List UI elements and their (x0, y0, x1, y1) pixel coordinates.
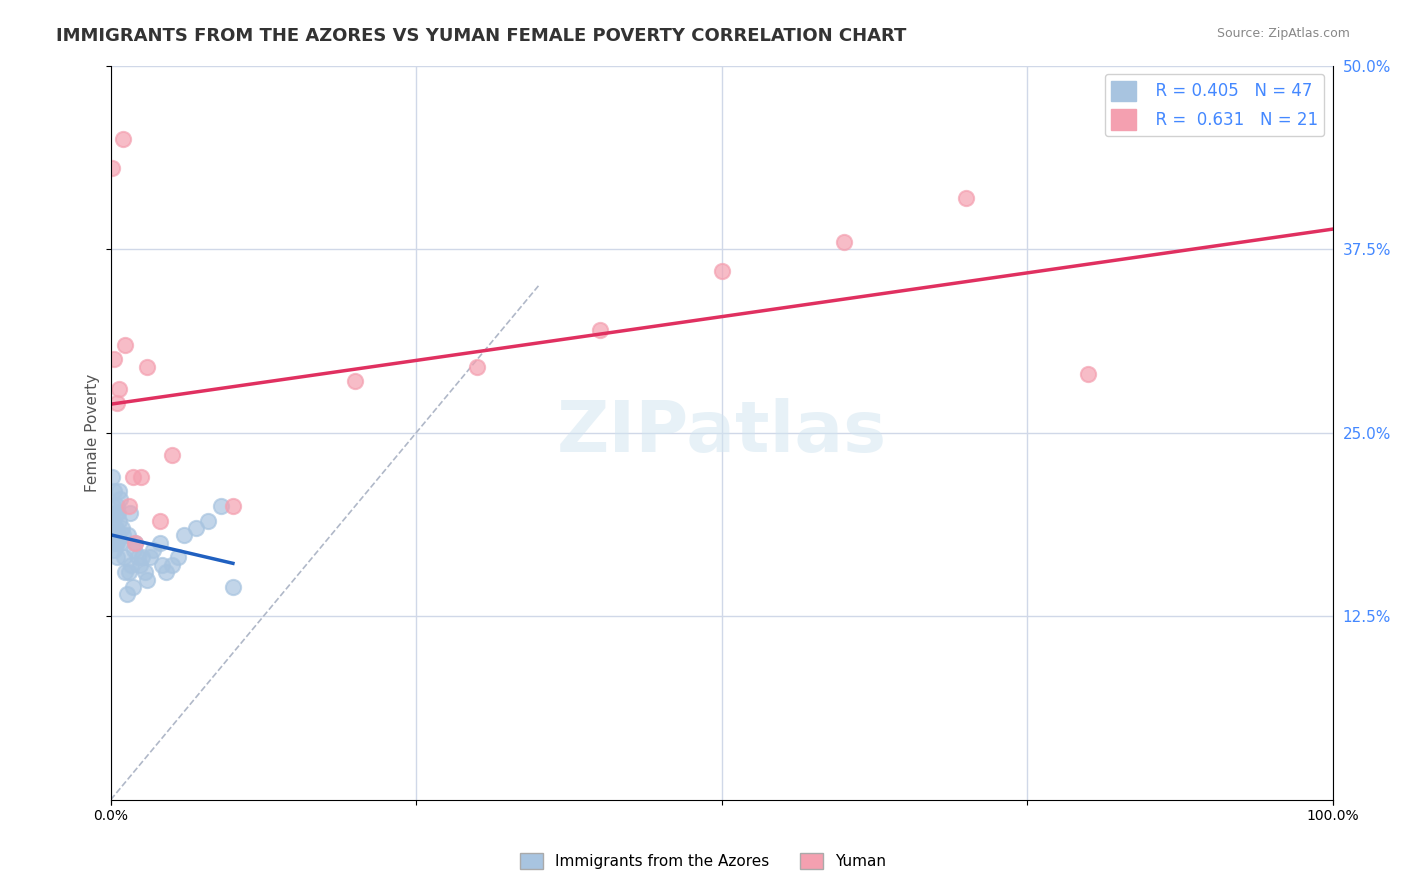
Point (173, 528, 195, 542)
Point (129, 469, 152, 483)
Point (222, 499, 245, 513)
Point (118, 565, 141, 579)
Point (110, 536, 132, 550)
Point (108, 484, 131, 499)
Point (142, 543, 165, 558)
Text: Source: ZipAtlas.com: Source: ZipAtlas.com (1216, 27, 1350, 40)
Point (105, 396, 128, 410)
Point (127, 550, 149, 565)
Legend:   R = 0.405   N = 47,   R =  0.631   N = 21: R = 0.405 N = 47, R = 0.631 N = 21 (1105, 74, 1324, 136)
Point (105, 499, 128, 513)
Point (955, 191, 977, 205)
Point (134, 565, 156, 579)
Point (108, 382, 131, 396)
Point (103, 528, 125, 542)
Text: IMMIGRANTS FROM THE AZORES VS YUMAN FEMALE POVERTY CORRELATION CHART: IMMIGRANTS FROM THE AZORES VS YUMAN FEMA… (56, 27, 907, 45)
Point (465, 359, 488, 374)
Point (111, 521, 134, 535)
Point (588, 323, 610, 337)
Point (121, 469, 143, 483)
Point (124, 536, 146, 550)
Point (114, 337, 136, 351)
Point (104, 521, 127, 535)
Point (111, 132, 134, 146)
Point (101, 469, 124, 483)
Point (124, 536, 146, 550)
Legend: Immigrants from the Azores, Yuman: Immigrants from the Azores, Yuman (513, 847, 893, 875)
Point (118, 499, 141, 513)
Point (149, 514, 172, 528)
Point (139, 550, 162, 565)
Y-axis label: Female Poverty: Female Poverty (86, 374, 100, 491)
Point (105, 550, 128, 565)
Point (107, 528, 129, 542)
Point (104, 507, 127, 521)
Point (155, 565, 177, 579)
Point (121, 580, 143, 594)
Point (101, 514, 124, 528)
Point (149, 536, 172, 550)
Point (101, 161, 124, 176)
Point (136, 359, 159, 374)
Point (344, 374, 367, 388)
Point (105, 536, 128, 550)
Point (710, 264, 733, 278)
Point (209, 499, 232, 513)
Point (103, 352, 125, 367)
Point (121, 558, 143, 572)
Point (150, 558, 173, 572)
Point (167, 550, 190, 565)
Point (120, 507, 142, 521)
Point (107, 507, 129, 521)
Point (117, 528, 139, 542)
Point (122, 543, 145, 558)
Point (1077, 367, 1099, 381)
Point (160, 558, 183, 572)
Point (832, 235, 855, 249)
Point (186, 521, 208, 535)
Point (222, 580, 245, 594)
Point (108, 514, 131, 528)
Point (112, 550, 135, 565)
Text: ZIPatlas: ZIPatlas (557, 398, 887, 467)
Point (110, 491, 132, 506)
Point (160, 448, 183, 462)
Point (111, 528, 134, 542)
Point (197, 514, 219, 528)
Point (136, 573, 159, 587)
Point (131, 550, 153, 565)
Point (101, 499, 124, 513)
Point (115, 587, 138, 601)
Point (104, 536, 127, 550)
Point (103, 543, 125, 558)
Point (103, 484, 125, 499)
Point (114, 565, 136, 579)
Point (129, 558, 152, 572)
